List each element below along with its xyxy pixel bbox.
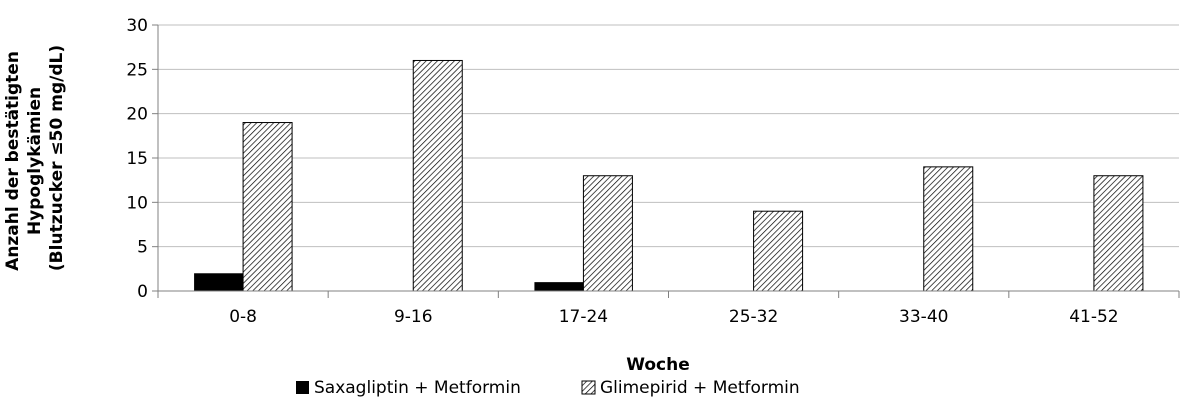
y-tick-label: 25 [126,60,148,80]
y-axis-title-line-3: (Blutzucker ≤50 mg/dL) [47,45,67,271]
legend-swatch-glimepirid [581,380,596,395]
y-axis-title: Anzahl der bestätigten Hypoglykämien (Bl… [3,45,67,271]
bar-glimepirid-17-24 [582,175,633,292]
bar-glimepirid-25-32 [753,210,804,292]
legend-label-glimepirid: Glimepirid + Metformin [600,378,800,398]
gridlines [158,24,1179,248]
bar-glimepirid-0-8 [242,122,293,292]
x-tick-label: 17-24 [559,307,608,327]
y-tick-label: 15 [126,149,148,169]
legend-swatch-saxagliptin [296,381,309,394]
tick-labels: 0 5 10 15 20 25 30 0-8 9-16 17-24 25-32 33-40 41-52 [126,16,1118,327]
bars [194,59,1144,292]
y-tick-label: 10 [126,193,148,213]
bar-saxagliptin-0-8 [194,273,244,291]
x-tick-label: 9-16 [394,307,433,327]
axes [152,24,1180,298]
bar-glimepirid-41-52 [1093,175,1144,292]
x-axis-title: Woche [626,355,690,375]
y-tick-label: 20 [126,105,148,125]
x-tick-label: 25-32 [729,307,778,327]
x-tick-label: 41-52 [1069,307,1118,327]
bar-saxagliptin-17-24 [534,282,584,291]
bar-glimepirid-33-40 [923,166,974,292]
y-axis-title-line-1: Anzahl der bestätigten [3,51,23,271]
y-axis-title-line-2: Hypoglykämien [25,87,45,235]
x-tick-label: 33-40 [899,307,948,327]
x-tick-label: 0-8 [229,307,257,327]
legend-label-saxagliptin: Saxagliptin + Metformin [314,378,521,398]
y-tick-label: 0 [137,282,148,302]
y-tick-label: 30 [126,16,148,36]
legend: Saxagliptin + Metformin Glimepirid + Met… [296,378,800,398]
y-tick-label: 5 [137,238,148,258]
bar-glimepirid-9-16 [412,59,463,292]
